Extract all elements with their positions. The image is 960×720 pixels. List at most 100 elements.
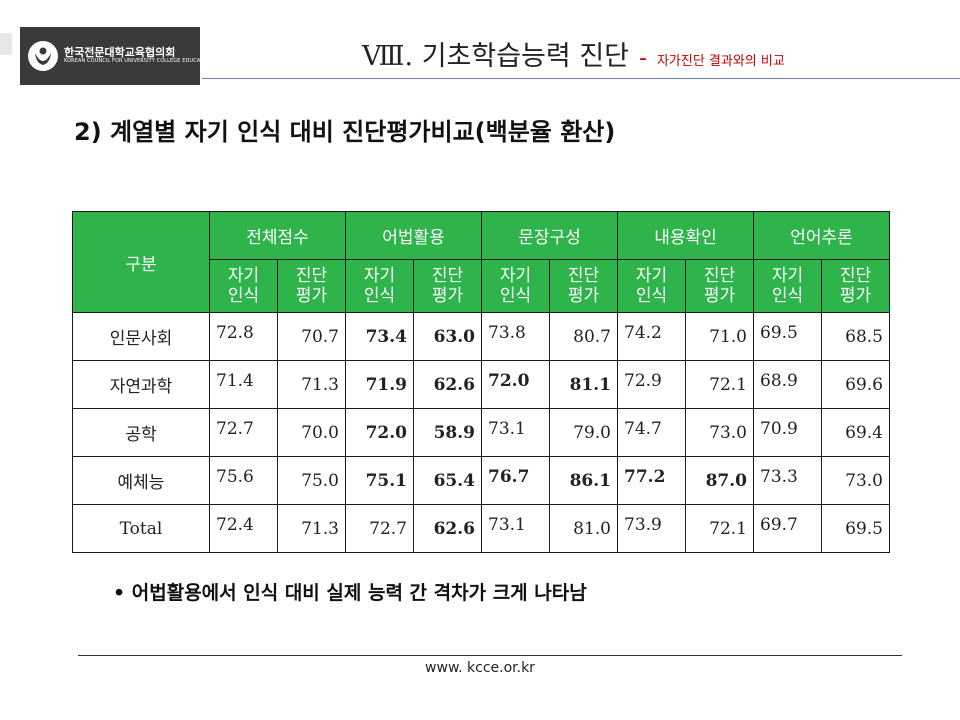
table-cell: 75.1	[345, 456, 414, 505]
table-cell: 69.5	[821, 504, 890, 553]
table-cell: 87.0	[685, 456, 754, 505]
table-cell: 71.4	[209, 360, 278, 409]
table-cell: 73.0	[685, 408, 754, 457]
table-cell: 72.7	[209, 408, 278, 457]
table-cell: 62.6	[413, 360, 482, 409]
table-cell: 74.2	[617, 312, 686, 361]
table-cell: 77.2	[617, 456, 686, 505]
subheader-diag: 진단 평가	[413, 259, 482, 313]
table-cell: 72.9	[617, 360, 686, 409]
table-cell: 69.6	[821, 360, 890, 409]
row-label: 인문사회	[72, 312, 210, 361]
subheader-text: 진단 평가	[703, 265, 736, 306]
table-cell: 68.9	[753, 360, 822, 409]
table-cell: 71.3	[277, 360, 346, 409]
table-cell: 69.7	[753, 504, 822, 553]
footer-url: www. kcce.or.kr	[425, 660, 535, 676]
subheader-self: 자기 인식	[617, 259, 686, 313]
table-cell: 86.1	[549, 456, 618, 505]
subheader-self: 자기 인식	[481, 259, 550, 313]
subheader-diag: 진단 평가	[821, 259, 890, 313]
table-row: Total 72.4 71.3 72.7 62.6 73.1 81.0 73.9 72.1 69.…	[72, 504, 890, 553]
group-header: 언어추론	[753, 211, 890, 260]
table-cell: 72.0	[481, 360, 550, 409]
table-body: 인문사회 72.8 70.7 73.4 63.0 73.8 80.7 74.2 71.0 69.5…	[72, 312, 890, 553]
section-heading: Ⅷ. 기초학습능력 진단 - 자가진단 결과와의 비교	[362, 34, 785, 74]
table-cell: 74.7	[617, 408, 686, 457]
subheader-text: 진단 평가	[295, 265, 328, 306]
table-cell: 73.1	[481, 504, 550, 553]
subheader-diag: 진단 평가	[277, 259, 346, 313]
table-row: 공학 72.7 70.0 72.0 58.9 73.1 79.0 74.7 73.0 70.9 69…	[72, 408, 890, 457]
table-cell: 73.9	[617, 504, 686, 553]
slide-title: 2) 계열별 자기 인식 대비 진단평가비교(백분율 환산)	[74, 118, 616, 146]
table-cell: 72.7	[345, 504, 414, 553]
section-dash: -	[639, 46, 647, 71]
row-label: 자연과학	[72, 360, 210, 409]
subheader-text: 자기 인식	[771, 265, 804, 306]
subheader-self: 자기 인식	[209, 259, 278, 313]
table-cell: 72.1	[685, 504, 754, 553]
header-divider	[202, 78, 960, 79]
table-cell: 68.5	[821, 312, 890, 361]
subheader-text: 자기 인식	[227, 265, 260, 306]
subheader-text: 자기 인식	[635, 265, 668, 306]
table-cell: 75.0	[277, 456, 346, 505]
group-header: 전체점수	[209, 211, 346, 260]
left-accent-bar	[0, 33, 12, 55]
table-cell: 81.0	[549, 504, 618, 553]
table-cell: 70.0	[277, 408, 346, 457]
subheader-text: 자기 인식	[499, 265, 532, 306]
table-cell: 76.7	[481, 456, 550, 505]
bullet-note: • 어법활용에서 인식 대비 실제 능력 간 격차가 크게 나타남	[113, 582, 587, 604]
row-label: Total	[72, 504, 210, 553]
subheader-text: 진단 평가	[567, 265, 600, 306]
table-cell: 73.4	[345, 312, 414, 361]
section-title: Ⅷ. 기초학습능력 진단	[362, 41, 629, 72]
group-header: 문장구성	[481, 211, 618, 260]
table-cell: 72.0	[345, 408, 414, 457]
table-cell: 73.8	[481, 312, 550, 361]
table-cell: 72.8	[209, 312, 278, 361]
org-emblem-icon	[28, 41, 58, 71]
org-name-ko: 한국전문대학교육협의회	[64, 46, 176, 60]
corner-header: 구분	[72, 211, 210, 313]
table-row: 인문사회 72.8 70.7 73.4 63.0 73.8 80.7 74.2 71.0 69.5…	[72, 312, 890, 361]
table-cell: 72.4	[209, 504, 278, 553]
table-cell: 58.9	[413, 408, 482, 457]
table-cell: 69.5	[753, 312, 822, 361]
subheader-self: 자기 인식	[345, 259, 414, 313]
table-cell: 71.0	[685, 312, 754, 361]
subheader-text: 진단 평가	[839, 265, 872, 306]
table-cell: 69.4	[821, 408, 890, 457]
row-label: 공학	[72, 408, 210, 457]
table-cell: 81.1	[549, 360, 618, 409]
table-cell: 71.9	[345, 360, 414, 409]
table-row: 자연과학 71.4 71.3 71.9 62.6 72.0 81.1 72.9 72.1 68.9…	[72, 360, 890, 409]
group-header: 내용확인	[617, 211, 754, 260]
table-cell: 70.9	[753, 408, 822, 457]
table-cell: 72.1	[685, 360, 754, 409]
group-header: 어법활용	[345, 211, 482, 260]
org-name-en: KOREAN COUNCIL FOR UNIVERSITY COLLEGE ED…	[64, 58, 213, 65]
subheader-self: 자기 인식	[753, 259, 822, 313]
footer-divider	[78, 655, 902, 656]
subheader-diag: 진단 평가	[685, 259, 754, 313]
table-cell: 73.3	[753, 456, 822, 505]
section-subtitle: 자가진단 결과와의 비교	[656, 54, 785, 69]
table-cell: 75.6	[209, 456, 278, 505]
table-cell: 73.1	[481, 408, 550, 457]
subheader-text: 진단 평가	[431, 265, 464, 306]
table-cell: 79.0	[549, 408, 618, 457]
table-cell: 80.7	[549, 312, 618, 361]
table-cell: 65.4	[413, 456, 482, 505]
comparison-table: 구분 전체점수 어법활용 문장구성 내용확인 언어추론 자기 인식 진단 평가 자기…	[72, 211, 890, 553]
subheader-diag: 진단 평가	[549, 259, 618, 313]
org-logo: 한국전문대학교육협의회 KOREAN COUNCIL FOR UNIVERSIT…	[20, 27, 212, 85]
table-cell: 62.6	[413, 504, 482, 553]
table-cell: 70.7	[277, 312, 346, 361]
table-row: 예체능 75.6 75.0 75.1 65.4 76.7 86.1 77.2 87.0 73.3 7…	[72, 456, 890, 505]
table-cell: 73.0	[821, 456, 890, 505]
subheader-text: 자기 인식	[363, 265, 396, 306]
table-cell: 71.3	[277, 504, 346, 553]
